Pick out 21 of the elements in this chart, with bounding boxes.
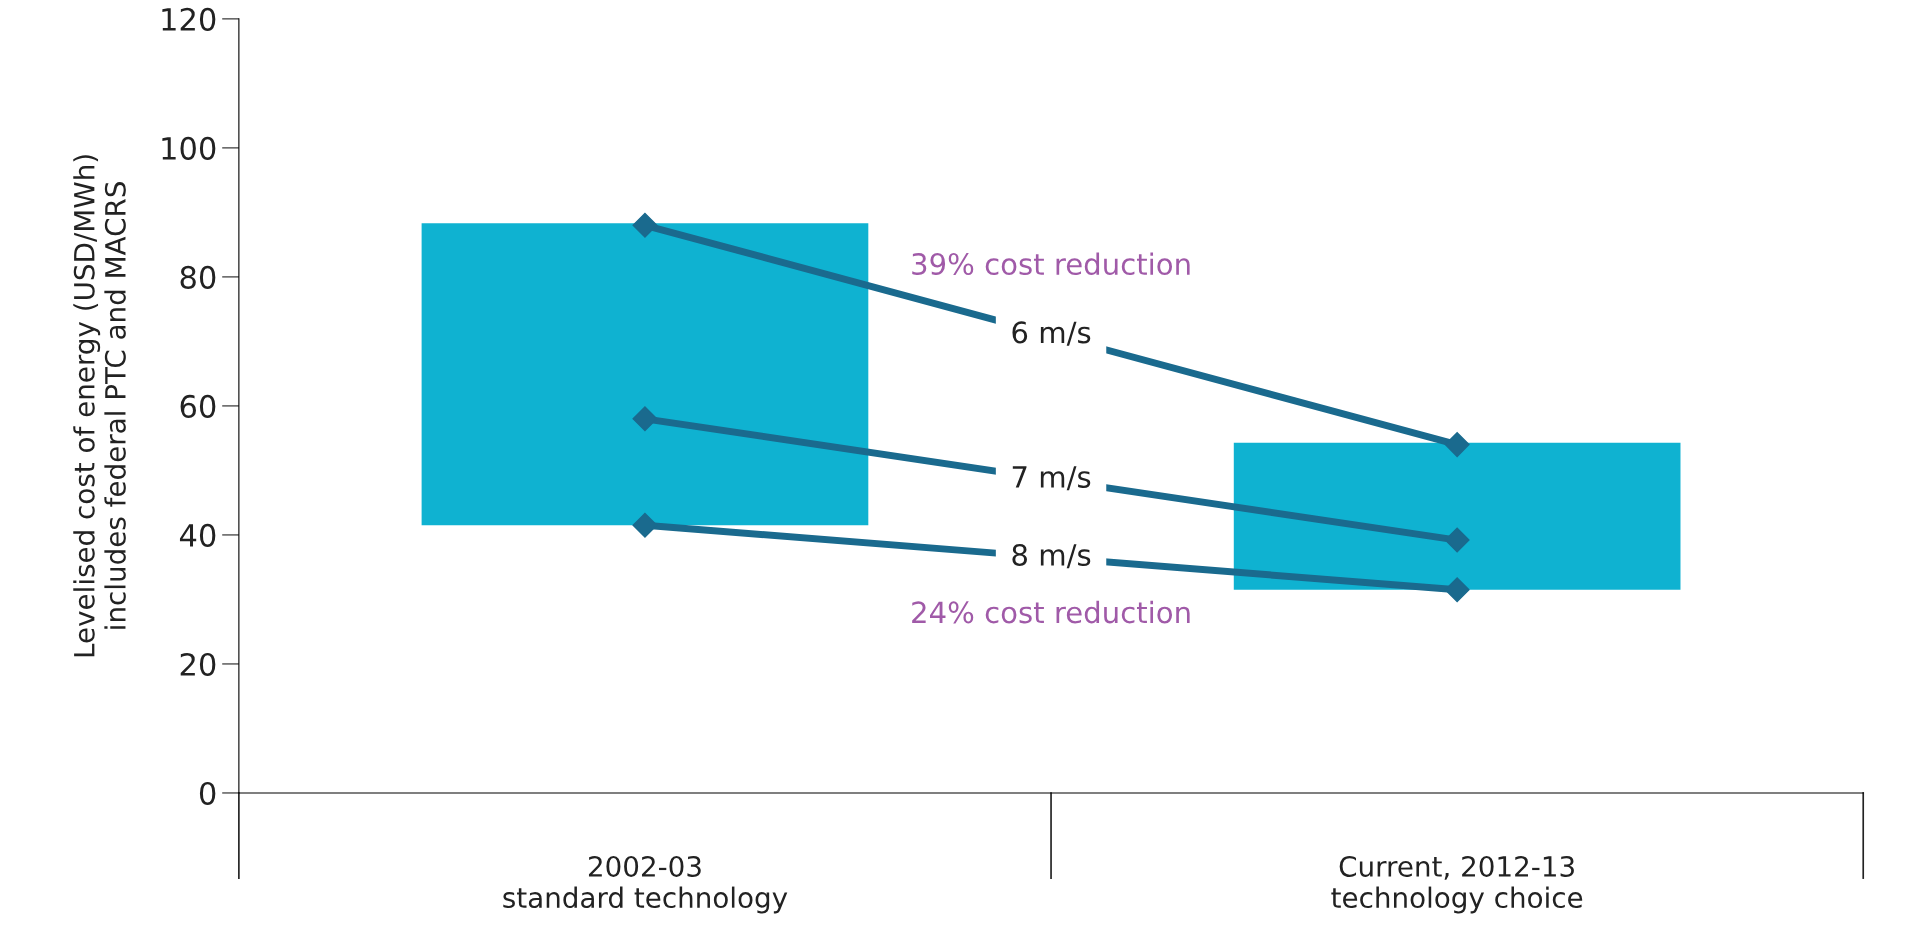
y-tick-label: 100 [162,136,216,160]
x-tick-label: Current, 2012-13 technology choice [1331,855,1583,914]
y-tick-label: 20 [180,652,216,676]
point [1444,577,1470,603]
point [632,512,658,538]
y-tick-label: 80 [180,265,216,289]
annotation: 24% cost reduction [912,600,1190,624]
x-tick-label: 2002-03 standard technology [503,855,788,914]
point [1444,432,1470,458]
series-label: 8 m/s [1012,543,1091,569]
y-tick-label: 120 [162,7,216,31]
point [632,406,658,432]
annotation: 39% cost reduction [912,252,1190,276]
y-tick-label: 40 [179,523,216,547]
y-tick-label: 60 [180,394,216,418]
point [1444,527,1470,553]
point [632,212,658,238]
y-tick-label: 0 [199,781,216,805]
series-label: 6 m/s [1012,321,1091,346]
y-axis-title: Levelised cost of energy (USD/MWh) includes federal PTC and MACRS [73,155,126,657]
series-label: 7 m/s [1012,466,1091,491]
